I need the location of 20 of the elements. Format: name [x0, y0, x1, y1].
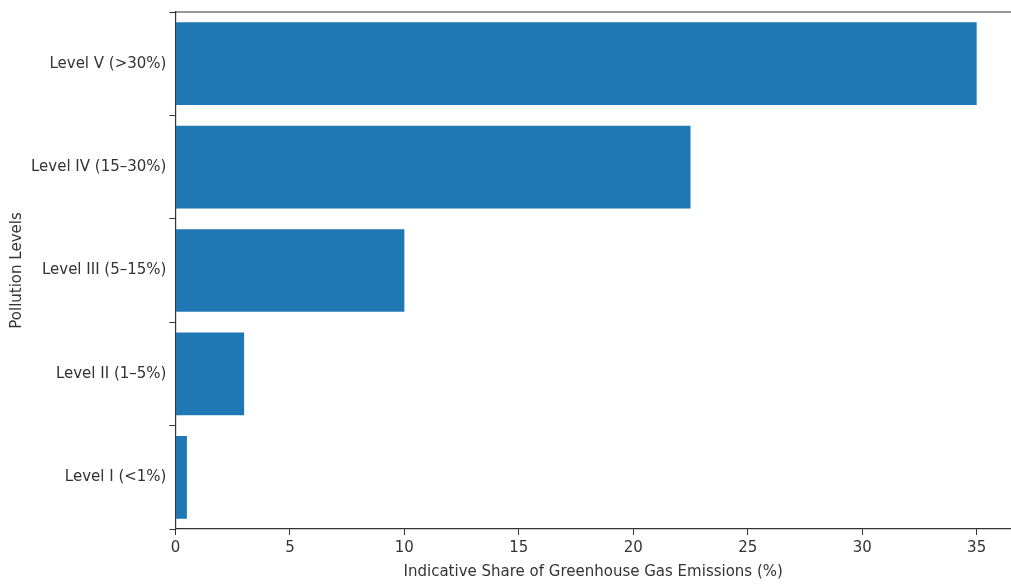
y-tick-label: Level I (<1%)	[64, 467, 167, 486]
x-tick-label: 15	[509, 537, 529, 556]
x-tick-label: 30	[852, 537, 872, 556]
y-tick-label: Level II (1–5%)	[55, 363, 167, 382]
x-tick-label: 25	[738, 537, 758, 556]
bar	[175, 125, 691, 209]
x-axis-title: Indicative Share of Greenhouse Gas Emissions (%)	[403, 561, 783, 580]
y-tick-label: Level III (5–15%)	[41, 260, 167, 279]
bar	[175, 22, 977, 106]
bar	[175, 229, 405, 312]
x-tick-label: 35	[967, 537, 987, 556]
x-tick-label: 10	[394, 537, 414, 556]
bar	[175, 332, 245, 416]
x-tick-label: 20	[623, 537, 643, 556]
y-tick-label: Level V (>30%)	[49, 53, 167, 72]
x-tick-label: 5	[285, 537, 295, 556]
y-tick-label: Level IV (15–30%)	[30, 156, 167, 175]
x-tick-label: 0	[170, 537, 181, 556]
y-axis-title: Pollution Levels	[6, 212, 25, 329]
bar	[175, 435, 187, 519]
